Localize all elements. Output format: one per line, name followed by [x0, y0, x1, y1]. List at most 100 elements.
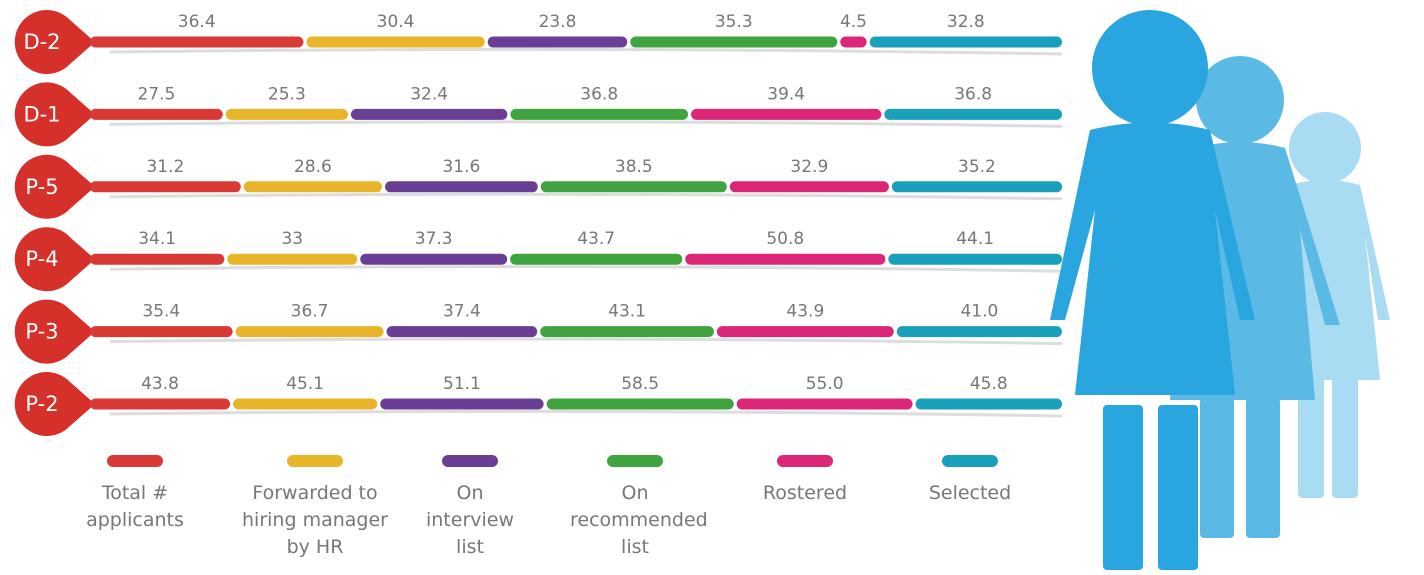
- bar-segment: [306, 37, 484, 48]
- value-label: 43.1: [608, 302, 646, 322]
- bar-segment: [892, 181, 1062, 192]
- value-label: 35.3: [715, 12, 753, 32]
- value-label: 32.8: [947, 12, 985, 32]
- legend-label: On recommended list: [570, 480, 700, 561]
- value-label: 27.5: [137, 84, 175, 104]
- value-label: 30.4: [377, 12, 415, 32]
- bar-segment: [870, 37, 1062, 48]
- bar-segment: [236, 326, 384, 337]
- value-label: 41.0: [960, 302, 998, 322]
- value-label: 50.8: [766, 229, 804, 249]
- bar-segment: [90, 181, 241, 192]
- bar-segment: [884, 109, 1062, 120]
- bar-segment: [541, 181, 727, 192]
- value-label: 33: [281, 229, 303, 249]
- bar-shadow: [110, 267, 1062, 272]
- value-label: 25.3: [268, 84, 306, 104]
- value-label: 38.5: [615, 157, 653, 177]
- value-label: 43.9: [786, 302, 824, 322]
- value-label: 35.2: [958, 157, 996, 177]
- value-label: 36.4: [178, 12, 216, 32]
- legend-label: Selected: [905, 480, 1035, 507]
- value-label: 45.8: [970, 374, 1008, 394]
- value-label: 34.1: [138, 229, 176, 249]
- bar-segment: [233, 399, 377, 410]
- value-label: 35.4: [142, 302, 180, 322]
- bar-segment: [730, 181, 889, 192]
- legend-swatch: [942, 455, 998, 467]
- bar-segment: [630, 37, 837, 48]
- bar-shadow: [110, 122, 1062, 127]
- bar-shadow: [110, 411, 1062, 416]
- value-label: 44.1: [956, 229, 994, 249]
- bar-segment: [510, 109, 688, 120]
- legend-label: On interview list: [425, 480, 515, 561]
- bar-segment: [387, 326, 538, 337]
- grade-label: P-3: [25, 320, 58, 344]
- value-label: 36.8: [954, 84, 992, 104]
- bar-shadow: [110, 339, 1062, 344]
- bar-segment: [547, 399, 734, 410]
- value-label: 45.1: [286, 374, 324, 394]
- value-label: 36.7: [291, 302, 329, 322]
- legend-swatch: [442, 455, 498, 467]
- bar-segment: [737, 399, 913, 410]
- legend-label: Forwarded to hiring manager by HR: [235, 480, 395, 561]
- legend-swatch: [287, 455, 343, 467]
- value-label: 31.2: [146, 157, 184, 177]
- value-label: 43.7: [577, 229, 615, 249]
- legend-swatch: [777, 455, 833, 467]
- value-label: 28.6: [294, 157, 332, 177]
- bar-segment: [351, 109, 507, 120]
- value-label: 36.8: [580, 84, 618, 104]
- bar-segment: [360, 254, 507, 265]
- bar-shadow: [110, 49, 1062, 54]
- value-label: 58.5: [621, 374, 659, 394]
- bar-segment: [244, 181, 382, 192]
- page: D-2 36.4 30.4 23.8 35.3 4.5 32.8 D-1 27.5 25.3 32.…: [0, 0, 1424, 575]
- bar-segment: [90, 37, 303, 48]
- value-label: 23.8: [539, 12, 577, 32]
- bar-shadow: [110, 194, 1062, 199]
- bar-segment: [510, 254, 682, 265]
- legend-swatch: [107, 455, 163, 467]
- bar-segment: [685, 254, 885, 265]
- bar-segment: [90, 254, 224, 265]
- bar-segment: [90, 399, 230, 410]
- grade-label: P-2: [25, 392, 58, 416]
- value-label: 37.4: [443, 302, 481, 322]
- value-label: 43.8: [141, 374, 179, 394]
- bar-segment: [540, 326, 714, 337]
- bar-segment: [227, 254, 357, 265]
- value-label: 51.1: [443, 374, 481, 394]
- grade-label: P-4: [25, 247, 58, 271]
- chart: D-2 36.4 30.4 23.8 35.3 4.5 32.8 D-1 27.5 25.3 32.…: [0, 0, 1424, 575]
- value-label: 37.3: [415, 229, 453, 249]
- bar-segment: [385, 181, 538, 192]
- bar-segment: [90, 326, 233, 337]
- value-label: 55.0: [806, 374, 844, 394]
- bar-segment: [916, 399, 1062, 410]
- value-label: 31.6: [442, 157, 480, 177]
- bar-segment: [888, 254, 1062, 265]
- value-label: 32.4: [410, 84, 448, 104]
- bar-segment: [488, 37, 628, 48]
- bars: D-2 36.4 30.4 23.8 35.3 4.5 32.8 D-1 27.5 25.3 32.…: [15, 10, 1062, 467]
- legend-label: Total # applicants: [75, 480, 195, 534]
- legend-label: Rostered: [740, 480, 870, 507]
- grade-label: D-2: [23, 30, 60, 54]
- bar-segment: [691, 109, 881, 120]
- value-label: 32.9: [790, 157, 828, 177]
- bar-segment: [897, 326, 1062, 337]
- value-label: 39.4: [767, 84, 805, 104]
- bar-segment: [90, 109, 223, 120]
- grade-label: P-5: [25, 175, 58, 199]
- bar-segment: [840, 37, 866, 48]
- grade-label: D-1: [23, 102, 60, 126]
- women-illustration: [1050, 10, 1390, 570]
- bar-segment: [226, 109, 348, 120]
- bar-segment: [380, 399, 543, 410]
- legend-swatch: [607, 455, 663, 467]
- bar-segment: [717, 326, 894, 337]
- value-label: 4.5: [840, 12, 867, 32]
